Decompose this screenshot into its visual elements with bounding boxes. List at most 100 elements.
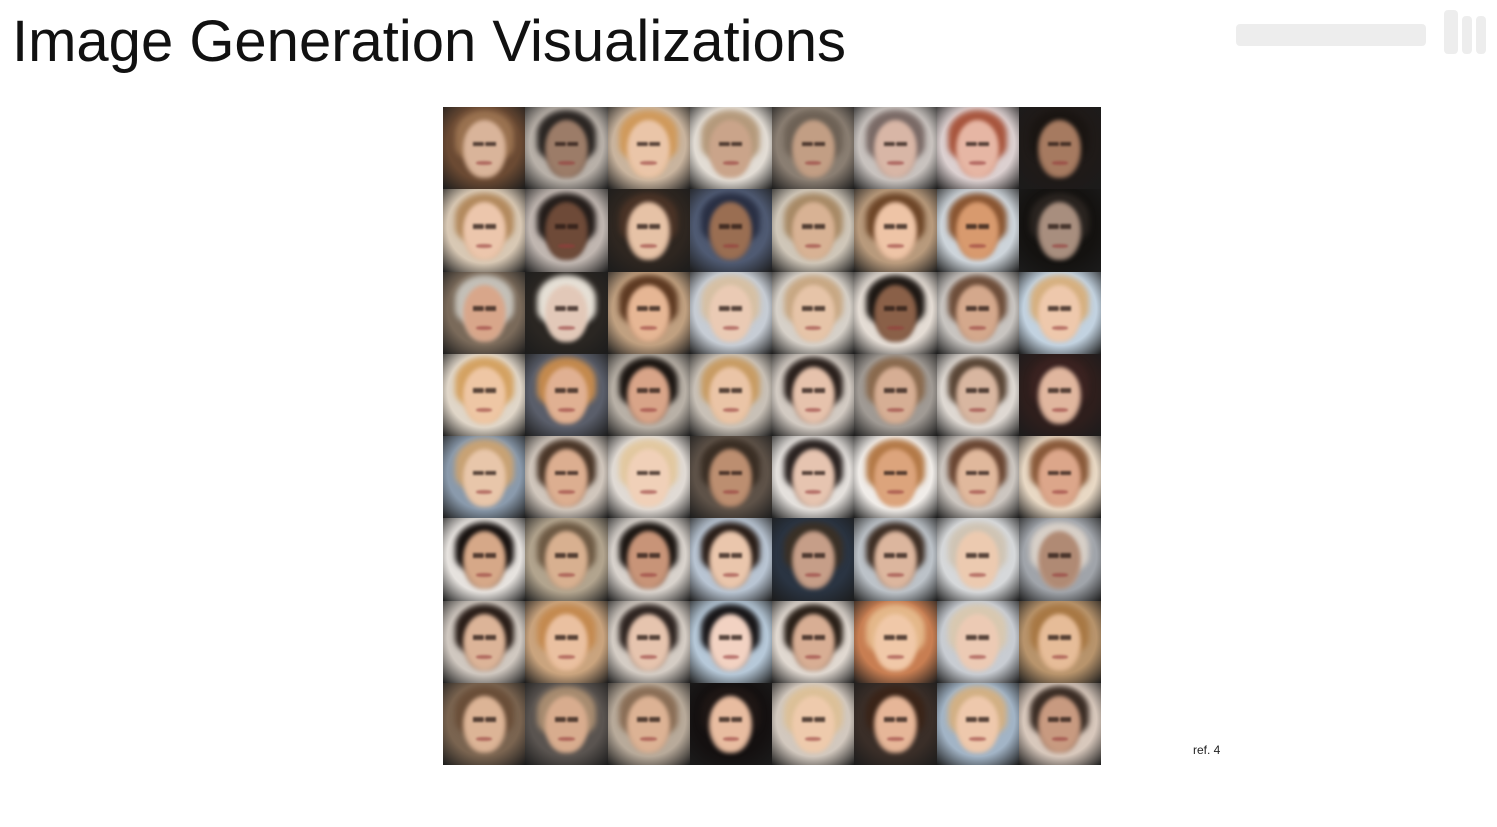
face-skin xyxy=(462,120,506,178)
face-skin xyxy=(873,366,917,425)
face-eyes xyxy=(883,388,907,394)
generated-face-tile xyxy=(1018,353,1101,436)
face-mouth xyxy=(558,737,575,742)
generated-face-tile xyxy=(936,353,1019,436)
face-skin xyxy=(791,695,835,754)
face-eyes xyxy=(883,552,907,558)
generated-face-tile xyxy=(525,600,608,683)
face-eyes xyxy=(472,635,496,640)
generated-face-tile xyxy=(443,189,526,272)
face-eyes xyxy=(472,141,496,147)
generated-face-tile xyxy=(689,271,772,354)
face-mouth xyxy=(1051,161,1069,166)
face-mouth xyxy=(558,243,575,248)
face-eyes xyxy=(472,306,496,311)
face-eyes xyxy=(883,306,907,311)
face-mouth xyxy=(722,161,740,166)
generated-face-tile xyxy=(936,107,1019,190)
face-mouth xyxy=(558,490,575,495)
face-skin xyxy=(956,202,999,260)
face-eyes xyxy=(554,470,578,476)
face-skin xyxy=(709,120,753,178)
face-eyes xyxy=(1048,306,1072,311)
face-mouth xyxy=(558,654,575,659)
face-mouth xyxy=(969,325,986,330)
face-eyes xyxy=(637,223,661,229)
face-skin xyxy=(627,449,670,507)
face-mouth xyxy=(887,408,904,413)
face-skin xyxy=(709,695,753,754)
face-skin xyxy=(956,531,999,589)
generated-face-tile xyxy=(936,189,1019,272)
generated-face-tile xyxy=(607,189,690,272)
generated-face-tile xyxy=(1018,189,1101,272)
face-eyes xyxy=(637,635,661,640)
face-mouth xyxy=(640,572,657,577)
face-skin xyxy=(791,449,835,507)
generated-face-tile xyxy=(1018,600,1101,683)
generated-face-tile xyxy=(689,353,772,436)
face-eyes xyxy=(719,552,743,558)
face-skin xyxy=(1038,531,1082,589)
face-mouth xyxy=(475,325,493,330)
face-mouth xyxy=(1051,654,1069,659)
face-skin xyxy=(544,120,588,178)
face-skin xyxy=(544,695,588,754)
face-mouth xyxy=(804,325,822,330)
face-skin xyxy=(709,531,753,589)
face-eyes xyxy=(1048,223,1072,229)
face-mouth xyxy=(475,408,493,413)
face-mouth xyxy=(887,161,904,166)
generated-face-tile xyxy=(854,353,937,436)
face-mouth xyxy=(804,572,822,577)
face-eyes xyxy=(966,141,990,147)
face-eyes xyxy=(1048,552,1072,558)
face-mouth xyxy=(969,737,986,742)
face-skin xyxy=(544,202,588,260)
generated-face-tile xyxy=(607,682,690,765)
generated-face-tile xyxy=(689,107,772,190)
generated-face-tile xyxy=(607,518,690,601)
face-skin xyxy=(873,120,917,178)
face-mouth xyxy=(558,572,575,577)
face-skin xyxy=(627,366,670,425)
face-skin xyxy=(1038,202,1082,260)
face-mouth xyxy=(804,161,822,166)
face-skin xyxy=(1038,120,1082,178)
face-eyes xyxy=(637,717,661,723)
face-mouth xyxy=(804,737,822,742)
generated-face-tile xyxy=(854,518,937,601)
face-mouth xyxy=(558,161,575,166)
face-eyes xyxy=(719,306,743,311)
face-eyes xyxy=(637,306,661,311)
face-skin xyxy=(791,613,835,672)
face-eyes xyxy=(554,635,578,640)
face-skin xyxy=(1038,449,1082,507)
face-mouth xyxy=(887,490,904,495)
face-eyes xyxy=(719,717,743,723)
face-mouth xyxy=(887,654,904,659)
face-eyes xyxy=(883,141,907,147)
generated-face-tile xyxy=(689,518,772,601)
generated-face-tile xyxy=(689,600,772,683)
face-eyes xyxy=(554,223,578,229)
face-eyes xyxy=(883,635,907,640)
face-eyes xyxy=(883,470,907,476)
generated-face-tile xyxy=(772,682,855,765)
face-mouth xyxy=(722,243,740,248)
face-mouth xyxy=(1051,737,1069,742)
generated-face-tile xyxy=(443,682,526,765)
face-mouth xyxy=(1051,243,1069,248)
generated-face-tile xyxy=(689,436,772,519)
generated-face-tile xyxy=(607,600,690,683)
face-eyes xyxy=(719,470,743,476)
face-eyes xyxy=(966,306,990,311)
face-skin xyxy=(1038,613,1082,672)
generated-face-tile xyxy=(525,189,608,272)
face-eyes xyxy=(719,635,743,640)
generated-face-tile xyxy=(772,436,855,519)
generated-face-tile xyxy=(607,271,690,354)
face-eyes xyxy=(554,388,578,394)
generated-face-tile xyxy=(525,107,608,190)
face-mouth xyxy=(640,325,657,330)
